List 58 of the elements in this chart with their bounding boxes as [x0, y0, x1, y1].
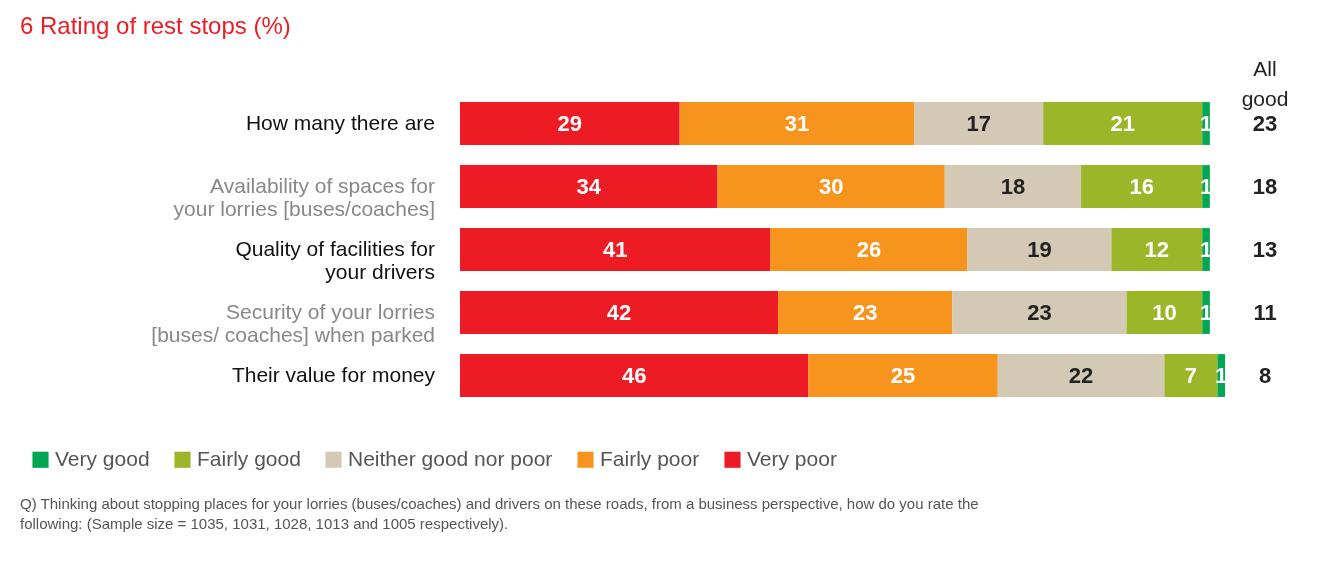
text: All good — [1241, 57, 1289, 110]
text: 18 — [1252, 173, 1278, 199]
bar — [460, 165, 718, 208]
bar — [1081, 165, 1203, 208]
bar — [1164, 354, 1218, 397]
data-label: 10 — [1152, 299, 1177, 325]
legend-label: Neither good nor poor — [348, 446, 553, 470]
text: 23 — [1252, 110, 1278, 136]
data-label: 23 — [1027, 299, 1052, 325]
bar — [770, 228, 968, 271]
data-label: 12 — [1144, 236, 1170, 262]
data-label: 18 — [1000, 173, 1026, 199]
bar — [460, 354, 809, 397]
bar — [1126, 291, 1203, 334]
y-tick-label: Security of your lorries [buses/ coaches] when parked — [151, 299, 435, 346]
bar — [778, 291, 953, 334]
legend-label: Fairly poor — [600, 446, 700, 470]
text: 8 — [1258, 362, 1272, 388]
data-label: 23 — [852, 299, 878, 325]
text: Q) Thinking about stopping places for your lorries (buses/coaches) and drivers on these roads, from a business perspective, how do you rate the following: (Sample size = 1035, 1031, 1028, 1013 and 1005 respectively). — [20, 495, 979, 532]
bar — [1111, 228, 1203, 271]
bar — [1043, 102, 1203, 145]
y-tick-label: Availability of spaces for your lorries [buses/coaches] — [173, 173, 435, 220]
data-label: 22 — [1068, 362, 1094, 388]
data-label: 7 — [1184, 362, 1198, 388]
bar — [914, 102, 1044, 145]
bar — [460, 291, 779, 334]
legend-label: Fairly good — [197, 446, 301, 470]
y-tick-label: Quality of facilities for your drivers — [235, 236, 435, 283]
bar — [967, 228, 1112, 271]
bar — [717, 165, 945, 208]
bar — [952, 291, 1127, 334]
bar — [679, 102, 915, 145]
bar — [997, 354, 1165, 397]
legend-label: Very poor — [747, 446, 837, 470]
text: 6 Rating of rest stops (%) — [20, 12, 291, 39]
data-label: 41 — [603, 236, 628, 262]
data-label: 29 — [557, 110, 583, 136]
bar — [460, 228, 771, 271]
data-label: 16 — [1129, 173, 1154, 199]
y-tick-label: Their value for money — [231, 362, 436, 386]
text: 11 — [1253, 299, 1277, 325]
text: 13 — [1252, 236, 1278, 262]
data-label: 21 — [1110, 110, 1135, 136]
data-label: 34 — [576, 173, 602, 199]
data-label: 26 — [856, 236, 882, 262]
bar — [460, 102, 680, 145]
data-label: 19 — [1027, 236, 1052, 262]
data-label: 31 — [784, 110, 810, 136]
data-label: 42 — [606, 299, 632, 325]
data-label: 25 — [890, 362, 916, 388]
data-label: 17 — [966, 110, 992, 136]
data-label: 46 — [621, 362, 647, 388]
legend-label: Very good — [55, 446, 150, 470]
y-tick-label: How many there are — [245, 110, 435, 134]
bar — [944, 165, 1082, 208]
data-label: 30 — [818, 173, 844, 199]
bar — [808, 354, 998, 397]
